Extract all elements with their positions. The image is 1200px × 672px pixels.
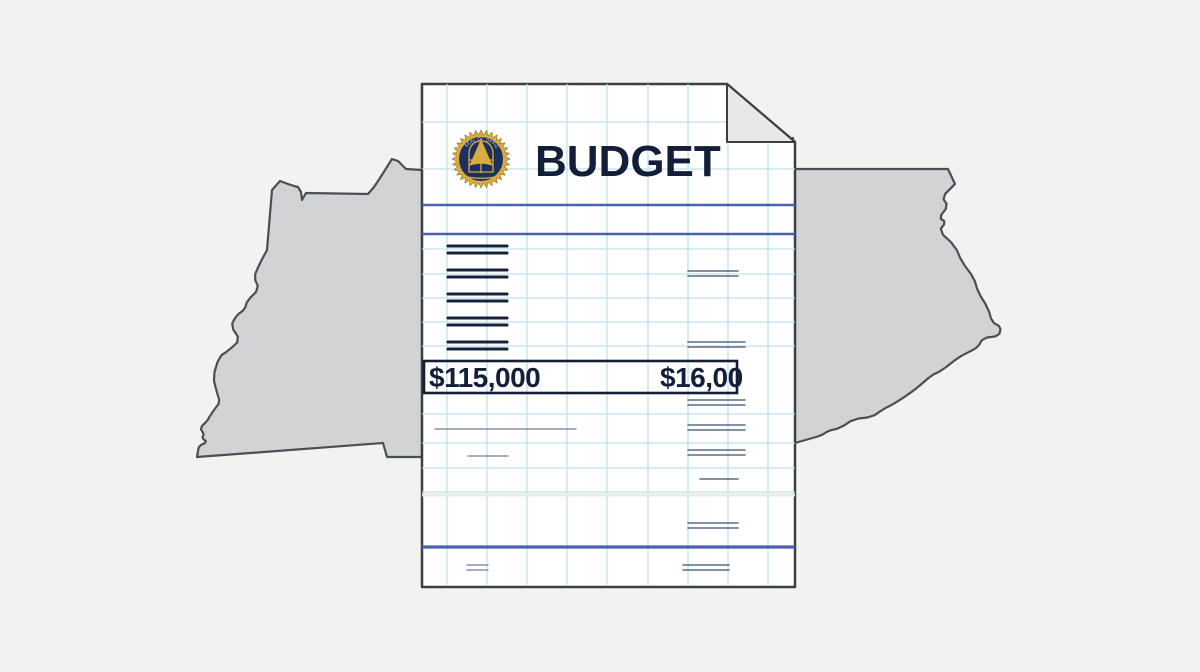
svg-text:$16,00: $16,00 [660, 362, 743, 393]
svg-text:$115,000: $115,000 [429, 362, 540, 393]
svg-text:BUDGET: BUDGET [535, 137, 721, 186]
